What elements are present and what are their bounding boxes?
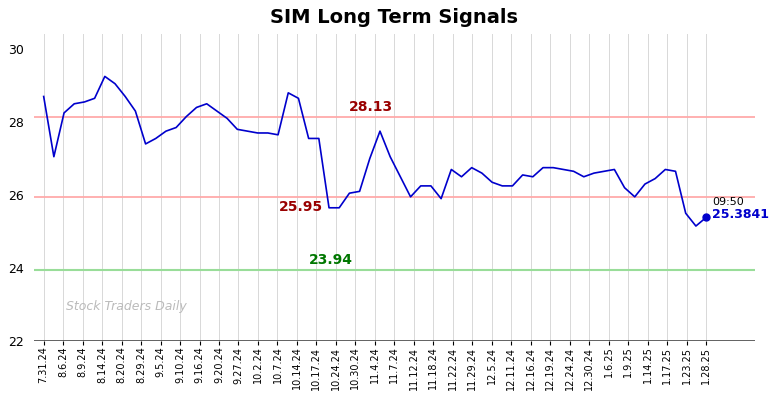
Text: Stock Traders Daily: Stock Traders Daily (67, 300, 187, 313)
Text: 23.94: 23.94 (309, 253, 353, 267)
Title: SIM Long Term Signals: SIM Long Term Signals (270, 8, 518, 27)
Text: 28.13: 28.13 (348, 100, 393, 114)
Text: 09:50: 09:50 (712, 197, 744, 207)
Text: 25.3841: 25.3841 (712, 208, 769, 221)
Text: 25.95: 25.95 (279, 200, 323, 214)
